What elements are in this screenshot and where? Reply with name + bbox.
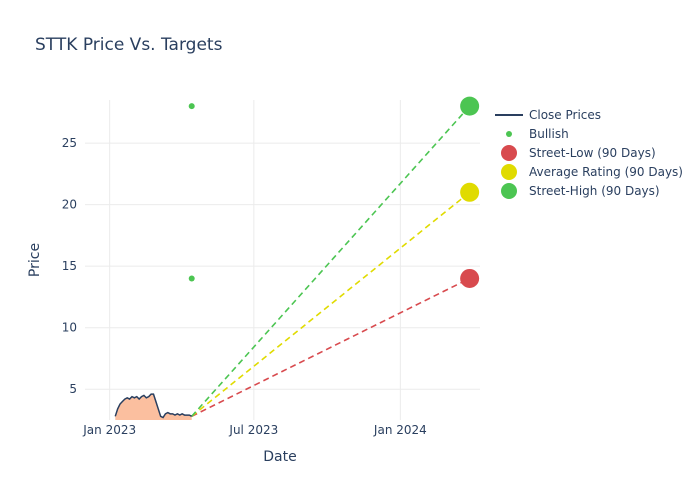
y-tick-label: 20 — [62, 198, 77, 212]
legend-target-swatch — [501, 145, 517, 161]
y-tick-label: 15 — [62, 259, 77, 273]
x-tick-label: Jan 2024 — [373, 423, 427, 437]
target-lines-layer — [191, 105, 471, 418]
legend-label: Average Rating (90 Days) — [529, 165, 683, 179]
y-tick-label: 25 — [62, 136, 77, 150]
legend-label: Street-Low (90 Days) — [529, 146, 656, 160]
legend-target-swatch — [501, 183, 517, 199]
x-tick-label: Jul 2023 — [228, 423, 278, 437]
legend-label: Bullish — [529, 127, 569, 141]
grid — [85, 100, 480, 420]
y-axis-title: Price — [27, 243, 43, 277]
legend[interactable]: Close Prices Bullish Street-Low (90 Days) A… — [495, 108, 683, 199]
bullish-point — [188, 103, 195, 110]
close-price-line — [114, 393, 193, 419]
target-marker — [460, 182, 480, 202]
y-tick-label: 5 — [69, 382, 77, 396]
y-tick-label: 10 — [62, 321, 77, 335]
bullish-point — [188, 275, 195, 282]
target-marker — [460, 96, 480, 116]
target-line — [191, 191, 471, 417]
chart-title: STTK Price Vs. Targets — [35, 35, 223, 55]
legend-label: Close Prices — [529, 108, 601, 122]
target-marker — [460, 268, 480, 288]
close-line-layer — [114, 393, 193, 419]
tick-labels: Jan 2023 Jul 2023 Jan 2024 5 10 15 20 25 — [62, 136, 427, 437]
close-price-area — [115, 394, 192, 420]
legend-bullish-swatch — [506, 131, 512, 137]
legend-target-swatch — [501, 164, 517, 180]
x-axis-title: Date — [263, 449, 296, 465]
markers-layer — [188, 96, 480, 288]
legend-label: Street-High (90 Days) — [529, 184, 660, 198]
area-fill-layer — [115, 394, 192, 420]
target-line — [191, 105, 471, 417]
target-line — [191, 277, 471, 418]
x-tick-label: Jan 2023 — [82, 423, 136, 437]
